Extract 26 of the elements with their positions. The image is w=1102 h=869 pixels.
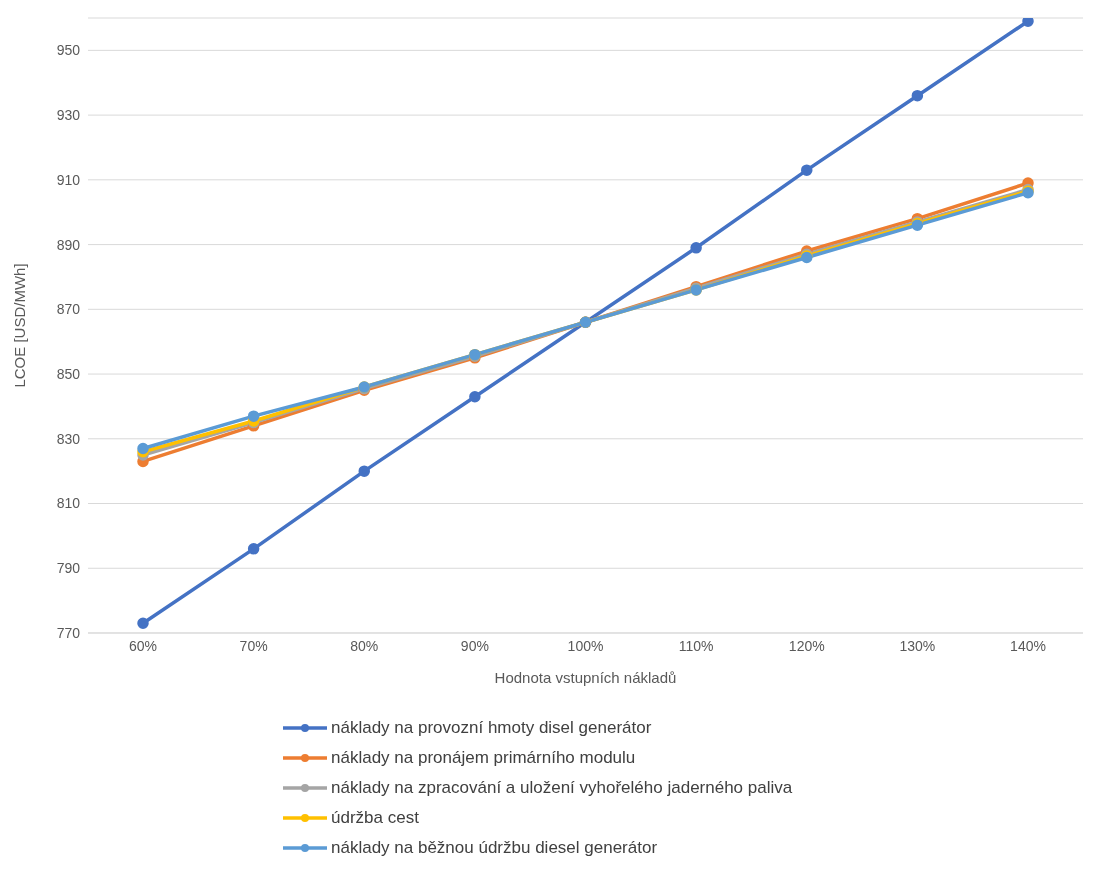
y-tick-label: 790 [56, 560, 81, 577]
legend-label: náklady na běžnou údržbu diesel generátor [331, 837, 658, 859]
y-tick-label: 950 [56, 42, 81, 59]
x-tick-label: 70% [239, 637, 268, 654]
legend-label: náklady na zpracování a uložení vyhořelého jaderného paliva [331, 777, 793, 799]
y-tick-label: 770 [56, 624, 81, 641]
legend-label: náklady na pronájem primárního modulu [331, 747, 636, 769]
x-tick-label: 130% [899, 637, 936, 654]
y-tick-label: 910 [56, 171, 81, 188]
x-tick-label: 80% [350, 637, 379, 654]
y-tick-label: 830 [56, 430, 81, 447]
legend-label: údržba cest [331, 807, 419, 829]
x-axis-title: Hodnota vstupních nákladů [494, 669, 677, 686]
x-tick-label: 100% [567, 637, 604, 654]
x-tick-label: 120% [788, 637, 825, 654]
y-tick-label: 890 [56, 236, 81, 253]
y-tick-label: 870 [56, 301, 81, 318]
x-tick-label: 90% [460, 637, 489, 654]
x-tick-label: 140% [1010, 637, 1046, 654]
y-tick-label: 930 [56, 107, 81, 124]
x-tick-label: 60% [128, 637, 158, 654]
y-axis-title: LCOE [USD/MWh] [11, 263, 29, 388]
y-tick-label: 850 [56, 366, 81, 383]
x-tick-label: 110% [678, 637, 714, 654]
y-tick-label: 810 [56, 495, 81, 512]
legend-label: náklady na provozní hmoty disel generátor [331, 717, 652, 739]
